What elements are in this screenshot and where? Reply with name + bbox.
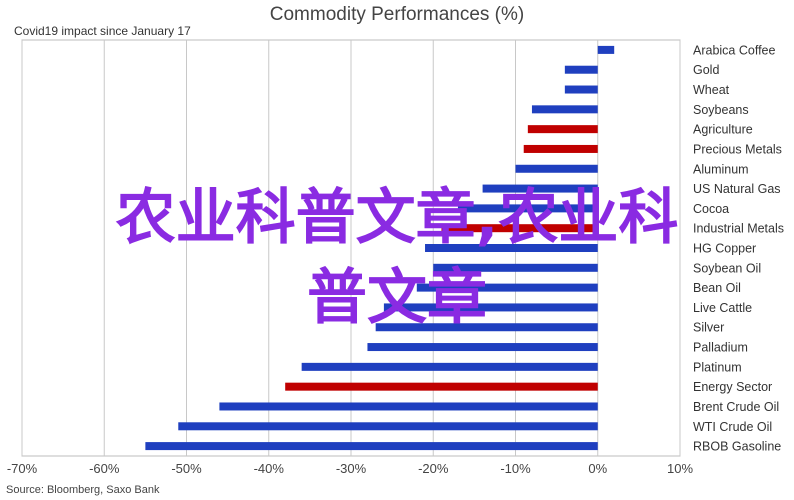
category-label: Aluminum bbox=[693, 162, 749, 176]
x-tick-label: -30% bbox=[336, 461, 367, 476]
category-label: Palladium bbox=[693, 341, 748, 355]
x-tick-label: 10% bbox=[667, 461, 693, 476]
bar-rbob-gasoline bbox=[145, 442, 598, 451]
x-tick-labels: -70% -60% -50% -40% -30% -20% -10% 0% 10% bbox=[7, 461, 694, 476]
bar-soybeans bbox=[531, 105, 598, 114]
bar-hg-copper bbox=[425, 244, 598, 252]
category-label: Cocoa bbox=[693, 202, 729, 216]
category-label: Arabica Coffee bbox=[693, 43, 776, 57]
x-tick-label: -50% bbox=[171, 461, 202, 476]
bar-aluminum bbox=[515, 164, 598, 173]
category-label: Gold bbox=[693, 63, 719, 77]
chart-source: Source: Bloomberg, Saxo Bank bbox=[6, 484, 160, 496]
bar-platinum bbox=[301, 362, 598, 371]
category-label: Silver bbox=[693, 321, 724, 335]
category-label: Platinum bbox=[693, 360, 742, 374]
bar-wheat bbox=[564, 85, 598, 94]
bar-us-natural-gas bbox=[482, 184, 598, 193]
category-label: Wheat bbox=[693, 83, 730, 97]
bars bbox=[145, 45, 615, 451]
category-label: Soybean Oil bbox=[693, 261, 761, 275]
bar-brent-crude-oil bbox=[219, 402, 598, 411]
chart-title: Commodity Performances (%) bbox=[269, 4, 525, 25]
chart-subtitle: Covid19 impact since January 17 bbox=[14, 24, 191, 38]
category-label: Precious Metals bbox=[693, 142, 782, 156]
x-tick-label: -10% bbox=[500, 461, 531, 476]
x-tick-label: -40% bbox=[254, 461, 285, 476]
x-tick-label: 0% bbox=[588, 461, 607, 476]
bar-soybean-oil bbox=[433, 263, 598, 272]
category-label: WTI Crude Oil bbox=[693, 420, 772, 434]
bar-palladium bbox=[367, 343, 598, 352]
bar-bean-oil bbox=[416, 283, 598, 292]
category-label: RBOB Gasoline bbox=[693, 440, 781, 454]
category-label: HG Copper bbox=[693, 242, 756, 256]
bar-precious-metals bbox=[523, 144, 598, 153]
bar-wti-crude-oil bbox=[178, 422, 598, 431]
x-tick-label: -70% bbox=[7, 461, 38, 476]
bar-cocoa bbox=[457, 204, 598, 213]
category-label: Soybeans bbox=[693, 103, 749, 117]
category-label: Live Cattle bbox=[693, 301, 752, 315]
bar-live-cattle bbox=[383, 303, 598, 312]
bar-agriculture bbox=[527, 125, 598, 134]
category-labels: Arabica Coffee Gold Wheat Soybeans Agricultu… bbox=[693, 43, 784, 453]
category-label: Bean Oil bbox=[693, 281, 741, 295]
category-label: US Natural Gas bbox=[693, 182, 781, 196]
bar-silver bbox=[375, 323, 598, 332]
bar-gold bbox=[564, 65, 598, 74]
category-label: Brent Crude Oil bbox=[693, 400, 779, 414]
bar-arabica-coffee bbox=[597, 45, 615, 54]
category-label: Agriculture bbox=[693, 123, 753, 137]
x-tick-label: -20% bbox=[418, 461, 449, 476]
category-label: Energy Sector bbox=[693, 380, 772, 394]
category-label: Industrial Metals bbox=[693, 222, 784, 236]
bar-industrial-metals bbox=[441, 224, 598, 233]
x-tick-label: -60% bbox=[89, 461, 120, 476]
bar-energy-sector bbox=[285, 382, 598, 391]
